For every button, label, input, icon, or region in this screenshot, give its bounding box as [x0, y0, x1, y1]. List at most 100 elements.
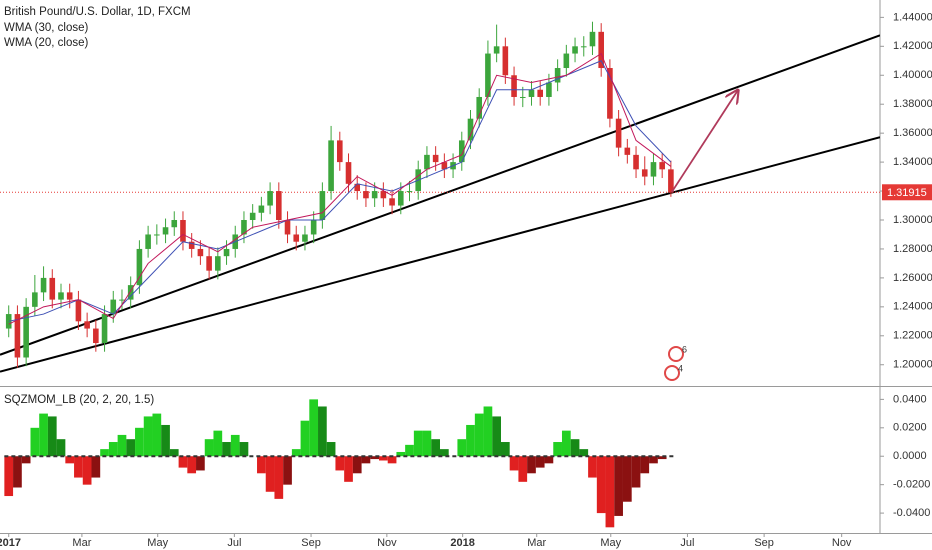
momentum-bar — [605, 456, 615, 528]
candle-body — [93, 328, 99, 344]
y-tick-label: 1.28000 — [893, 243, 932, 255]
candle-body — [84, 321, 90, 329]
y-tick-label: 1.40000 — [893, 69, 932, 81]
candle-body — [363, 191, 369, 199]
y-tick-label: 1.44000 — [893, 11, 932, 23]
x-tick-label: Sep — [301, 537, 321, 549]
momentum-bar — [361, 456, 371, 464]
momentum-bar — [570, 439, 580, 457]
event-badge-count: 4 — [678, 363, 683, 373]
moving-average-line — [8, 52, 672, 325]
x-tick-label: May — [147, 537, 168, 549]
momentum-bar — [535, 456, 545, 468]
candle-body — [215, 256, 221, 271]
candle-body — [40, 277, 47, 293]
candle-body — [171, 220, 178, 228]
last-price-box — [882, 184, 932, 201]
momentum-bar — [649, 456, 658, 464]
candle-body — [641, 169, 648, 177]
candle-body — [441, 162, 448, 170]
y-tick-label: 0.0400 — [893, 393, 927, 405]
momentum-bar — [91, 456, 101, 478]
momentum-bar — [196, 456, 205, 471]
y-tick-label: -0.0200 — [893, 479, 930, 491]
candle-body — [580, 46, 587, 48]
main-panel: 64 — [0, 21, 880, 381]
momentum-bar — [561, 430, 571, 457]
candle-body — [154, 234, 160, 236]
candle-body — [659, 162, 665, 170]
candle-body — [563, 53, 570, 69]
momentum-bar — [21, 456, 31, 464]
momentum-bar — [47, 416, 57, 457]
plot-area — [0, 21, 880, 373]
candle-body — [241, 220, 247, 235]
candle-body — [101, 314, 108, 344]
momentum-bar — [230, 434, 240, 457]
candle-body — [197, 248, 204, 257]
x-tick-label: 2017 — [0, 537, 21, 549]
candle-body — [110, 299, 117, 315]
momentum-bar — [274, 456, 284, 499]
momentum-bar — [13, 456, 22, 488]
candle-body — [607, 68, 613, 119]
x-tick-label: Mar — [527, 537, 546, 549]
momentum-bar — [318, 406, 327, 457]
y-tick-label: 1.38000 — [893, 98, 932, 110]
momentum-bar — [335, 456, 345, 471]
x-tick-label: 2018 — [450, 537, 474, 549]
last-price-label: 1.31915 — [887, 187, 927, 199]
x-tick-label: Jul — [680, 537, 694, 549]
candle-body — [58, 292, 64, 300]
y-tick-label: 1.24000 — [893, 301, 932, 313]
indicator-panel — [4, 399, 676, 528]
x-tick-label: Nov — [377, 537, 397, 549]
indicator-title: SQZMOM_LB (20, 2, 20, 1.5) — [4, 394, 154, 406]
candle-body — [258, 205, 265, 213]
momentum-bar — [117, 434, 127, 457]
y-tick-label: 1.26000 — [893, 272, 932, 284]
momentum-bar — [82, 456, 92, 485]
moving-average-line — [8, 60, 672, 322]
momentum-bar — [614, 456, 623, 516]
candle-body — [380, 191, 387, 199]
x-tick-label: Sep — [754, 537, 774, 549]
momentum-bar — [588, 456, 597, 478]
event-badge-count: 6 — [682, 344, 687, 354]
momentum-bar — [457, 439, 467, 457]
candle-body — [162, 227, 169, 235]
candle-body — [511, 75, 517, 97]
candle-body — [337, 140, 343, 163]
momentum-bar — [30, 427, 40, 457]
momentum-bar — [56, 439, 66, 457]
momentum-bar — [544, 456, 554, 464]
candle-body — [302, 234, 308, 242]
momentum-bar — [622, 456, 632, 502]
momentum-bar — [492, 416, 501, 457]
y-tick-label: 0.0200 — [893, 422, 927, 434]
candle-body — [354, 183, 361, 192]
legend-entry: WMA (20, close) — [4, 37, 89, 49]
candle-body — [572, 46, 578, 54]
candle-body — [397, 191, 404, 206]
momentum-bar — [518, 456, 528, 482]
candle-body — [458, 140, 465, 163]
candle-body — [180, 220, 186, 242]
momentum-bar — [553, 442, 562, 457]
momentum-bar — [344, 456, 353, 482]
momentum-bar — [291, 449, 301, 457]
momentum-bar — [405, 444, 414, 457]
candle-body — [119, 299, 125, 301]
candle-body — [432, 154, 439, 163]
momentum-bar — [396, 451, 406, 457]
momentum-bar — [143, 416, 153, 457]
momentum-bar — [657, 456, 667, 460]
candle-body — [371, 191, 378, 199]
momentum-bar — [135, 427, 144, 457]
candle-body — [293, 234, 300, 242]
momentum-bar — [239, 442, 249, 457]
candle-body — [389, 198, 395, 206]
momentum-bar — [4, 456, 14, 497]
momentum-bar — [309, 399, 319, 457]
